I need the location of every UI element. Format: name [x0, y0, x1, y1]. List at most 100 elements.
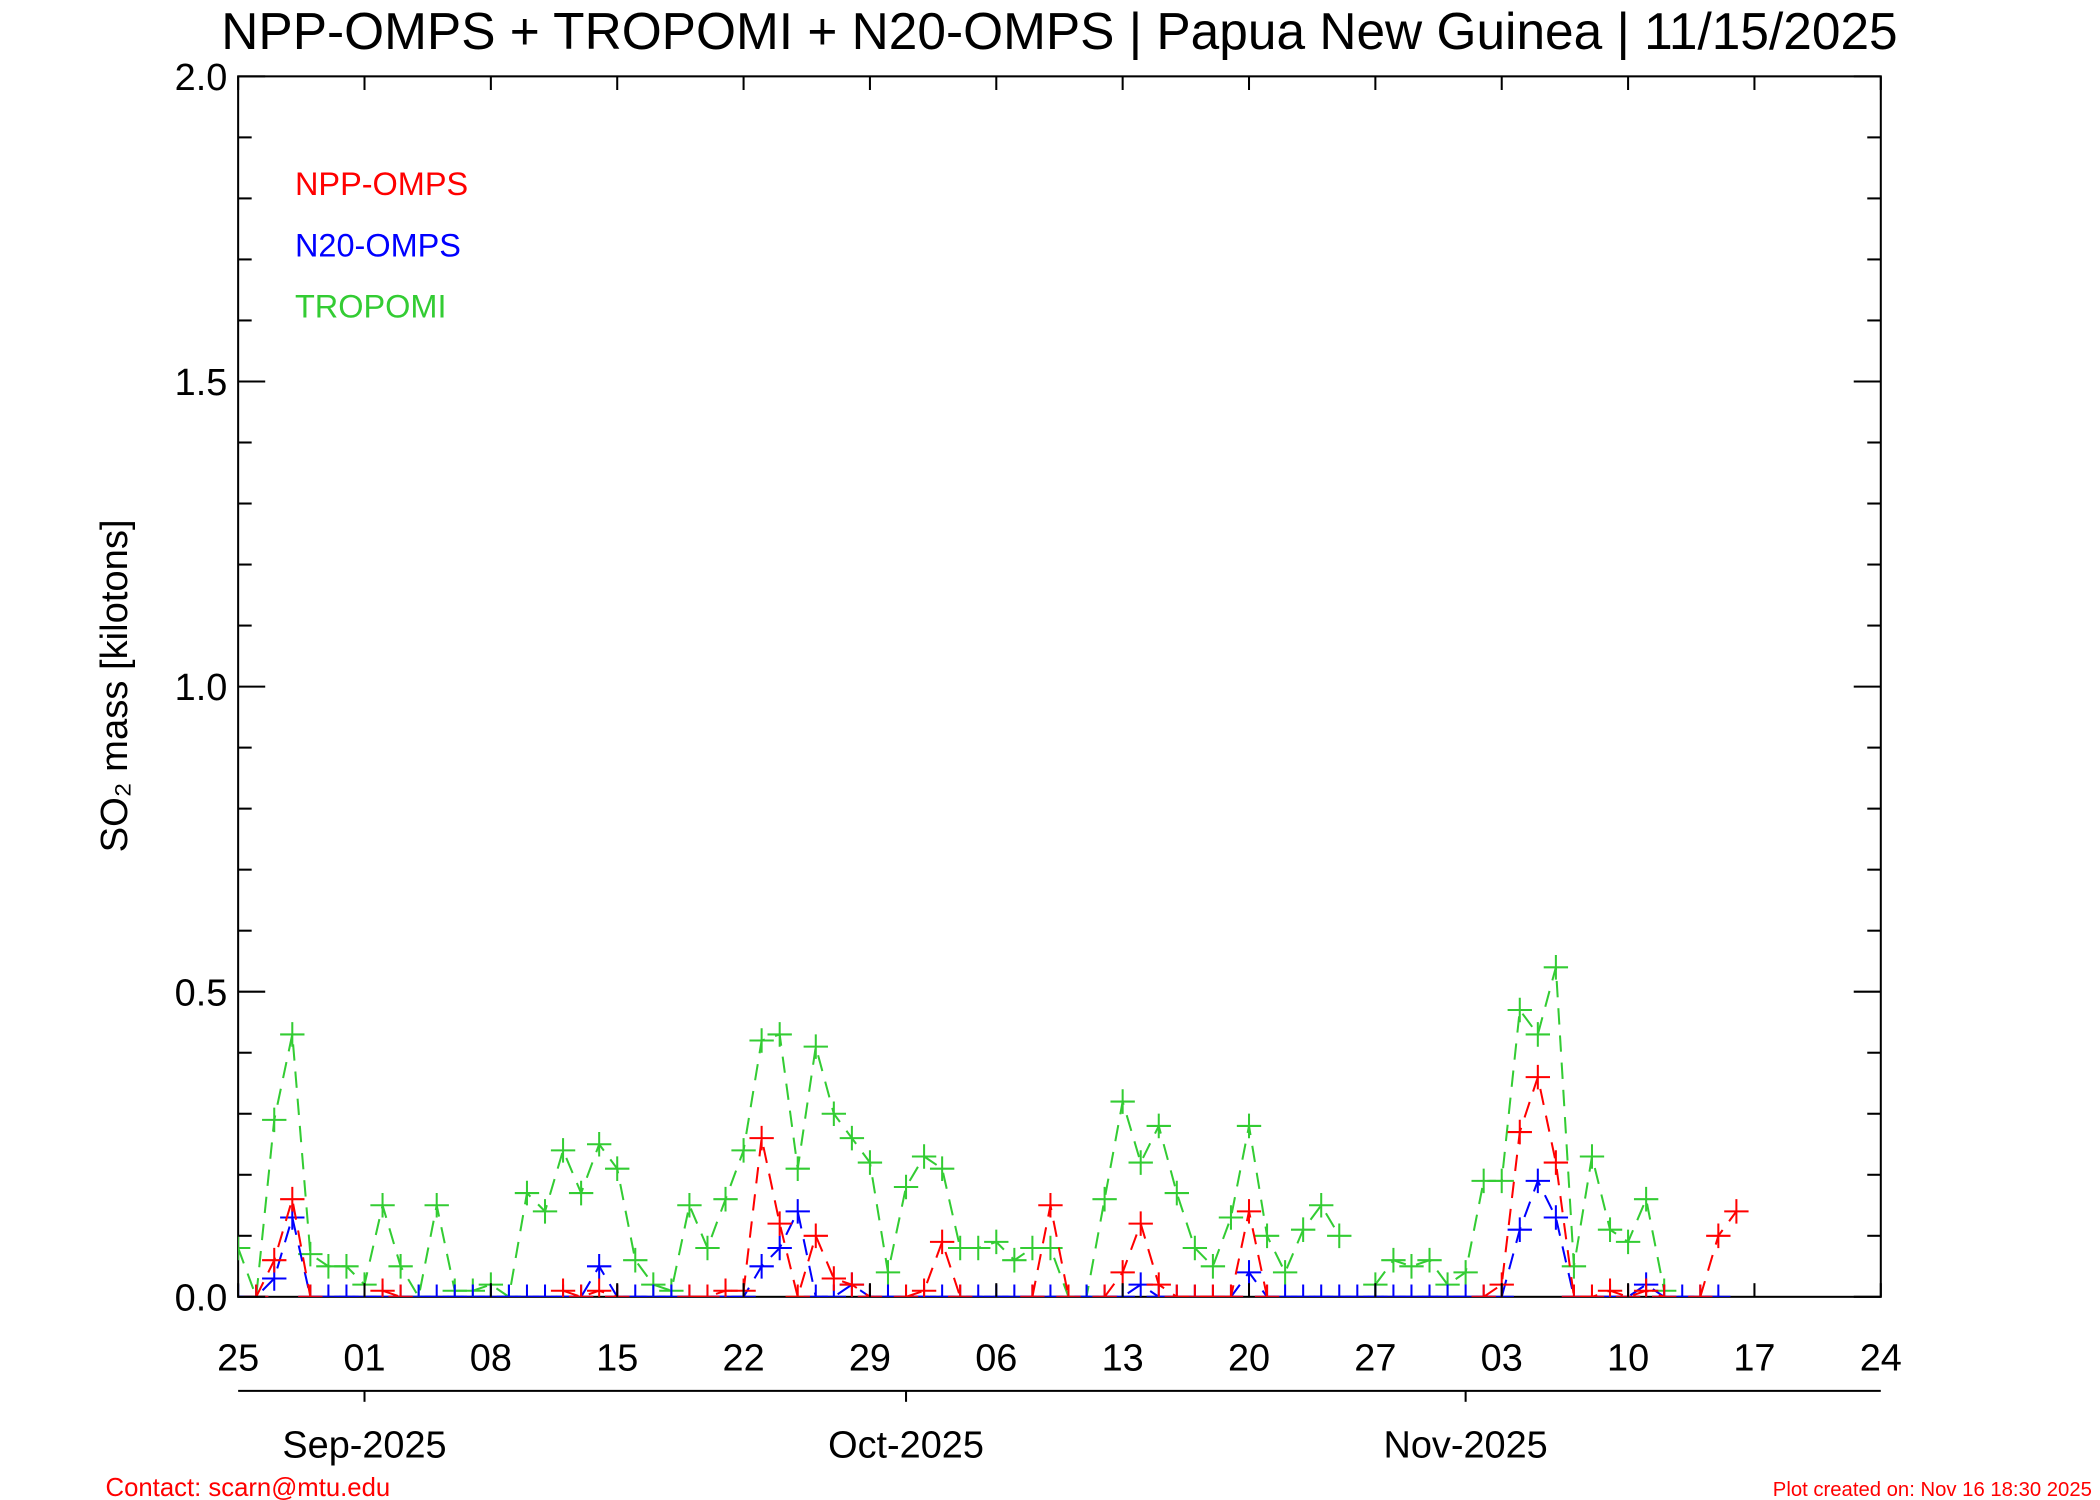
marker: [1652, 1284, 1677, 1297]
marker: [1579, 1284, 1605, 1297]
marker: [677, 1284, 702, 1297]
marker: [1128, 1211, 1153, 1236]
marker: [568, 1180, 594, 1206]
marker: [1254, 1223, 1280, 1249]
marker: [1597, 1217, 1623, 1242]
x-tick-label: 22: [723, 1337, 765, 1379]
marker: [623, 1247, 648, 1273]
marker: [406, 1284, 431, 1297]
marker: [821, 1266, 847, 1291]
marker: [1417, 1284, 1442, 1297]
marker: [984, 1229, 1009, 1255]
marker: [1092, 1284, 1117, 1297]
marker: [1615, 1229, 1641, 1255]
marker: [1128, 1150, 1153, 1175]
marker: [1670, 1284, 1695, 1297]
marker: [238, 1235, 251, 1261]
x-tick-label: 24: [1860, 1337, 1902, 1379]
marker: [1200, 1284, 1226, 1297]
marker: [1272, 1260, 1298, 1285]
marker: [514, 1284, 540, 1297]
marker: [496, 1284, 522, 1297]
y-tick-label: 2.0: [175, 57, 228, 99]
marker: [460, 1284, 485, 1297]
marker: [875, 1284, 901, 1297]
marker: [605, 1156, 630, 1181]
month-label: Sep-2025: [282, 1425, 446, 1467]
marker: [1507, 997, 1532, 1023]
x-tick-label: 15: [596, 1337, 638, 1379]
marker: [929, 1229, 955, 1255]
marker: [948, 1284, 973, 1297]
marker: [1525, 1168, 1551, 1194]
marker: [388, 1254, 413, 1279]
marker: [1056, 1284, 1081, 1297]
marker: [749, 1254, 774, 1279]
marker: [1597, 1278, 1623, 1297]
y-tick-label: 0.5: [175, 972, 228, 1014]
marker: [532, 1284, 558, 1297]
y-tick-label: 1.5: [175, 362, 228, 404]
marker: [1309, 1284, 1334, 1297]
marker: [280, 1022, 305, 1047]
marker: [1272, 1284, 1298, 1297]
marker: [1236, 1113, 1262, 1139]
marker: [1579, 1144, 1605, 1169]
marker: [1724, 1199, 1749, 1224]
marker: [370, 1278, 395, 1297]
x-tick-label: 20: [1228, 1337, 1270, 1379]
plot-area: [238, 955, 1749, 1297]
marker: [1453, 1260, 1478, 1285]
marker: [749, 1028, 774, 1053]
marker: [316, 1284, 341, 1297]
marker: [1218, 1205, 1244, 1230]
marker: [1218, 1284, 1244, 1297]
marker: [1182, 1284, 1208, 1297]
x-tick-label: 06: [975, 1337, 1017, 1379]
marker: [298, 1284, 323, 1297]
marker: [1399, 1284, 1424, 1297]
contact: Contact: scarn@mtu.edu: [106, 1474, 391, 1500]
marker: [262, 1107, 287, 1133]
marker: [532, 1199, 558, 1224]
marker: [749, 1125, 774, 1151]
marker: [1236, 1199, 1262, 1224]
marker: [1038, 1284, 1063, 1297]
marker: [280, 1186, 305, 1212]
marker: [1254, 1284, 1280, 1297]
marker: [1327, 1223, 1352, 1249]
x-tick-label: 29: [849, 1337, 891, 1379]
marker: [1507, 1217, 1532, 1242]
marker: [785, 1199, 810, 1224]
marker: [1110, 1089, 1135, 1114]
marker: [821, 1101, 847, 1127]
marker: [713, 1186, 738, 1212]
marker: [262, 1247, 287, 1273]
x-tick-label: 13: [1102, 1337, 1144, 1379]
marker: [1543, 1205, 1569, 1230]
month-label: Nov-2025: [1384, 1425, 1548, 1467]
marker: [803, 1284, 828, 1297]
marker: [911, 1144, 937, 1169]
marker: [388, 1284, 413, 1297]
marker: [1471, 1284, 1496, 1297]
marker: [875, 1260, 901, 1285]
legend-entry: NPP-OMPS: [295, 165, 468, 202]
marker: [767, 1211, 792, 1236]
marker: [1543, 1150, 1569, 1175]
x-tick-label: 25: [217, 1337, 259, 1379]
marker: [1182, 1235, 1208, 1261]
marker: [1561, 1254, 1587, 1279]
marker: [1507, 1119, 1532, 1145]
marker: [568, 1284, 594, 1297]
marker: [586, 1278, 612, 1297]
created-note: Plot created on: Nov 16 18:30 2025: [1773, 1479, 2092, 1500]
x-tick-label: 03: [1481, 1337, 1523, 1379]
marker: [1074, 1284, 1099, 1297]
marker: [1110, 1260, 1135, 1285]
marker: [244, 1284, 269, 1297]
marker: [1092, 1186, 1117, 1212]
marker: [1327, 1284, 1352, 1297]
marker: [1146, 1113, 1171, 1139]
legend-entry: TROPOMI: [295, 288, 447, 325]
